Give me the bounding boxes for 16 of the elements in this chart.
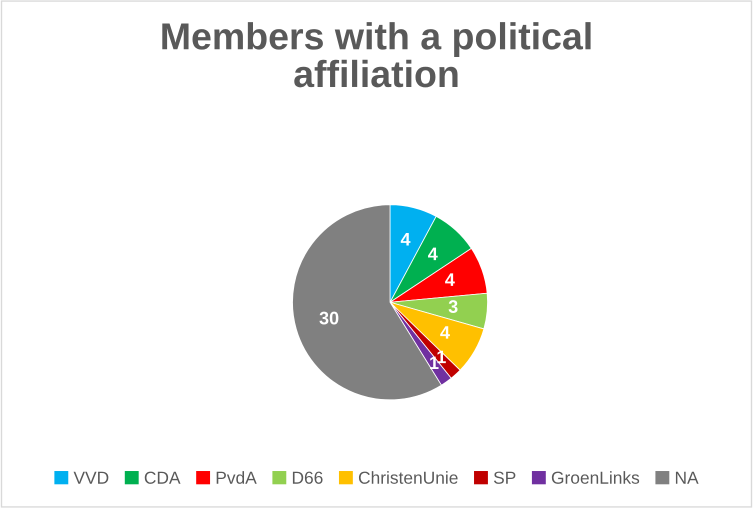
legend-label: ChristenUnie — [358, 471, 458, 484]
chart-title: Members with a political affiliation — [162, 22, 591, 88]
legend-label: NA — [676, 472, 699, 484]
data-label: 3 — [448, 300, 458, 313]
legend-label: D66 — [292, 472, 323, 484]
data-label: 4 — [445, 273, 455, 286]
legend-label: GroenLinks — [552, 471, 640, 484]
legend-label: PvdA — [216, 471, 257, 484]
data-label: 1 — [430, 356, 439, 370]
legend-label: SP — [494, 472, 516, 484]
data-label: 4 — [400, 233, 410, 246]
legend-label: CDA — [144, 472, 181, 484]
data-label: 30 — [319, 312, 338, 324]
data-label: 4 — [440, 326, 450, 339]
legend-label: VVD — [74, 472, 108, 484]
data-label: 4 — [428, 248, 438, 260]
